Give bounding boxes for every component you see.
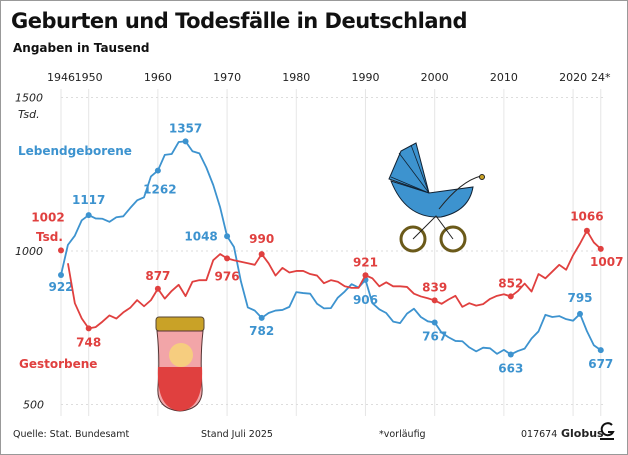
series-name-label: Lebendgeborene <box>18 144 132 158</box>
data-label: 1262 <box>143 183 176 197</box>
data-point <box>583 227 590 234</box>
data-point <box>431 319 438 326</box>
candle-wax <box>157 367 203 411</box>
x-tick-label: 2010 <box>490 71 518 84</box>
candle-flame-icon <box>169 343 193 367</box>
data-point <box>577 310 583 317</box>
deaths-unit-annotation: Tsd. <box>36 230 63 244</box>
data-point <box>224 255 231 262</box>
data-point <box>597 347 604 354</box>
x-tick-label: 1970 <box>213 71 241 84</box>
x-tick-label: 2000 <box>421 71 449 84</box>
data-point <box>258 251 265 258</box>
data-point <box>182 138 189 145</box>
series-line-births <box>60 140 602 356</box>
pram-illustration <box>388 142 485 253</box>
pram-ribs <box>390 144 430 194</box>
data-point <box>154 285 161 292</box>
data-label: 877 <box>145 269 170 283</box>
x-tick-label: 1960 <box>144 71 172 84</box>
data-label: 782 <box>249 324 274 338</box>
pram-wheel <box>439 225 467 253</box>
candle-lid <box>155 316 205 332</box>
data-label: 748 <box>76 335 101 349</box>
date-note: Stand Juli 2025 <box>201 429 273 440</box>
x-tick-label: 1950 <box>75 71 103 84</box>
chart-subtitle: Angaben in Tausend <box>13 41 150 55</box>
pram-handle <box>438 175 482 210</box>
globus-logo-icon <box>600 422 615 440</box>
data-point <box>507 293 514 300</box>
x-tick-label: 24* <box>591 71 611 84</box>
data-point <box>85 212 92 219</box>
pram-body <box>390 180 474 218</box>
data-label: 677 <box>588 357 613 371</box>
x-tick-label: 1980 <box>282 71 310 84</box>
data-point <box>58 247 64 254</box>
candle-illustration <box>155 316 205 412</box>
data-point <box>58 271 64 278</box>
data-label: 839 <box>422 280 447 294</box>
pram-wheel <box>399 225 427 253</box>
footnote: *vorläufig <box>379 429 426 440</box>
data-point <box>224 233 231 240</box>
graphic-id: 017674 <box>521 429 558 440</box>
data-label: 852 <box>498 276 523 290</box>
x-tick-label: 1990 <box>351 71 379 84</box>
x-tick-label: 2020 <box>559 71 587 84</box>
data-point <box>431 297 438 304</box>
data-label: 1357 <box>169 121 202 135</box>
data-point <box>85 325 92 332</box>
data-label: 1002 <box>31 210 64 224</box>
y-unit-label: Tsd. <box>18 108 40 121</box>
data-label: 921 <box>353 255 378 269</box>
series-name-label: Gestorbene <box>19 357 97 371</box>
data-label: 767 <box>422 330 447 344</box>
y-tick-label: 500 <box>23 399 44 412</box>
y-tick-label: 1500 <box>15 92 43 105</box>
data-label: 976 <box>215 269 240 283</box>
data-point <box>362 272 369 279</box>
pram-handle-knob <box>479 174 485 180</box>
x-tick-label: 1946 <box>47 71 75 84</box>
data-label: 1117 <box>72 193 105 207</box>
data-label: 1048 <box>184 229 217 243</box>
source-note: Quelle: Stat. Bundesamt <box>13 429 130 440</box>
data-label: 1007 <box>590 255 623 269</box>
data-point <box>597 245 604 252</box>
pram-frame <box>412 215 454 240</box>
chart-title: Geburten und Todesfälle in Deutschland <box>11 9 467 33</box>
data-point <box>258 314 265 321</box>
brand-name: Globus <box>561 427 604 440</box>
data-point <box>154 167 161 174</box>
data-label: 1066 <box>570 210 603 224</box>
data-point <box>507 351 514 358</box>
data-label: 990 <box>249 232 274 246</box>
data-label: 663 <box>498 361 523 375</box>
data-label: 922 <box>48 280 73 294</box>
data-label: 795 <box>567 291 592 305</box>
y-tick-label: 1000 <box>15 245 43 258</box>
data-label: 906 <box>353 293 378 307</box>
